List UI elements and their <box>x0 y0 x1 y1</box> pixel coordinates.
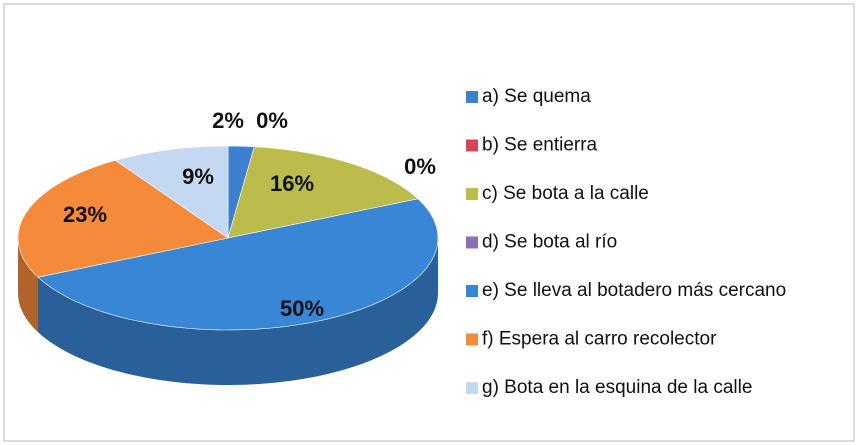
legend-label: g) Bota en la esquina de la calle <box>482 377 752 398</box>
legend-swatch <box>466 333 478 346</box>
pie-side <box>37 238 438 385</box>
pie-tops <box>17 145 439 331</box>
value-labels: 2% 0% 16% 0% 50% 23% 9% <box>63 108 436 321</box>
value-label: 0% <box>404 154 436 179</box>
pie-slice <box>114 145 229 239</box>
legend-swatch <box>466 91 478 103</box>
value-label: 50% <box>280 296 324 321</box>
legend-swatch <box>466 188 478 200</box>
legend-label: e) Se lleva al botadero más cercano <box>482 280 786 301</box>
legend-swatch <box>466 139 478 152</box>
pie-slice <box>227 146 419 239</box>
legend-label: d) Se bota al río <box>482 232 617 253</box>
legend-label: b) Se entierra <box>482 135 598 156</box>
legend-swatch <box>466 382 478 394</box>
pie-side <box>18 238 38 333</box>
legend-label: c) Se bota a la calle <box>482 183 649 204</box>
value-label: 0% <box>256 108 288 133</box>
legend-label: a) Se quema <box>482 86 591 107</box>
pie-slice <box>17 159 229 278</box>
pie-sides <box>18 238 438 385</box>
pie-slice <box>37 198 439 331</box>
value-label: 9% <box>182 164 214 189</box>
legend-swatch <box>466 236 478 249</box>
value-label: 23% <box>63 202 107 227</box>
legend-label: f) Espera al carro recolector <box>482 329 717 350</box>
legend-swatch <box>466 285 478 297</box>
value-label: 16% <box>270 171 314 196</box>
value-label: 2% <box>212 108 244 133</box>
legend: a) Se quema b) Se entierra c) Se bota a la… <box>466 86 786 398</box>
